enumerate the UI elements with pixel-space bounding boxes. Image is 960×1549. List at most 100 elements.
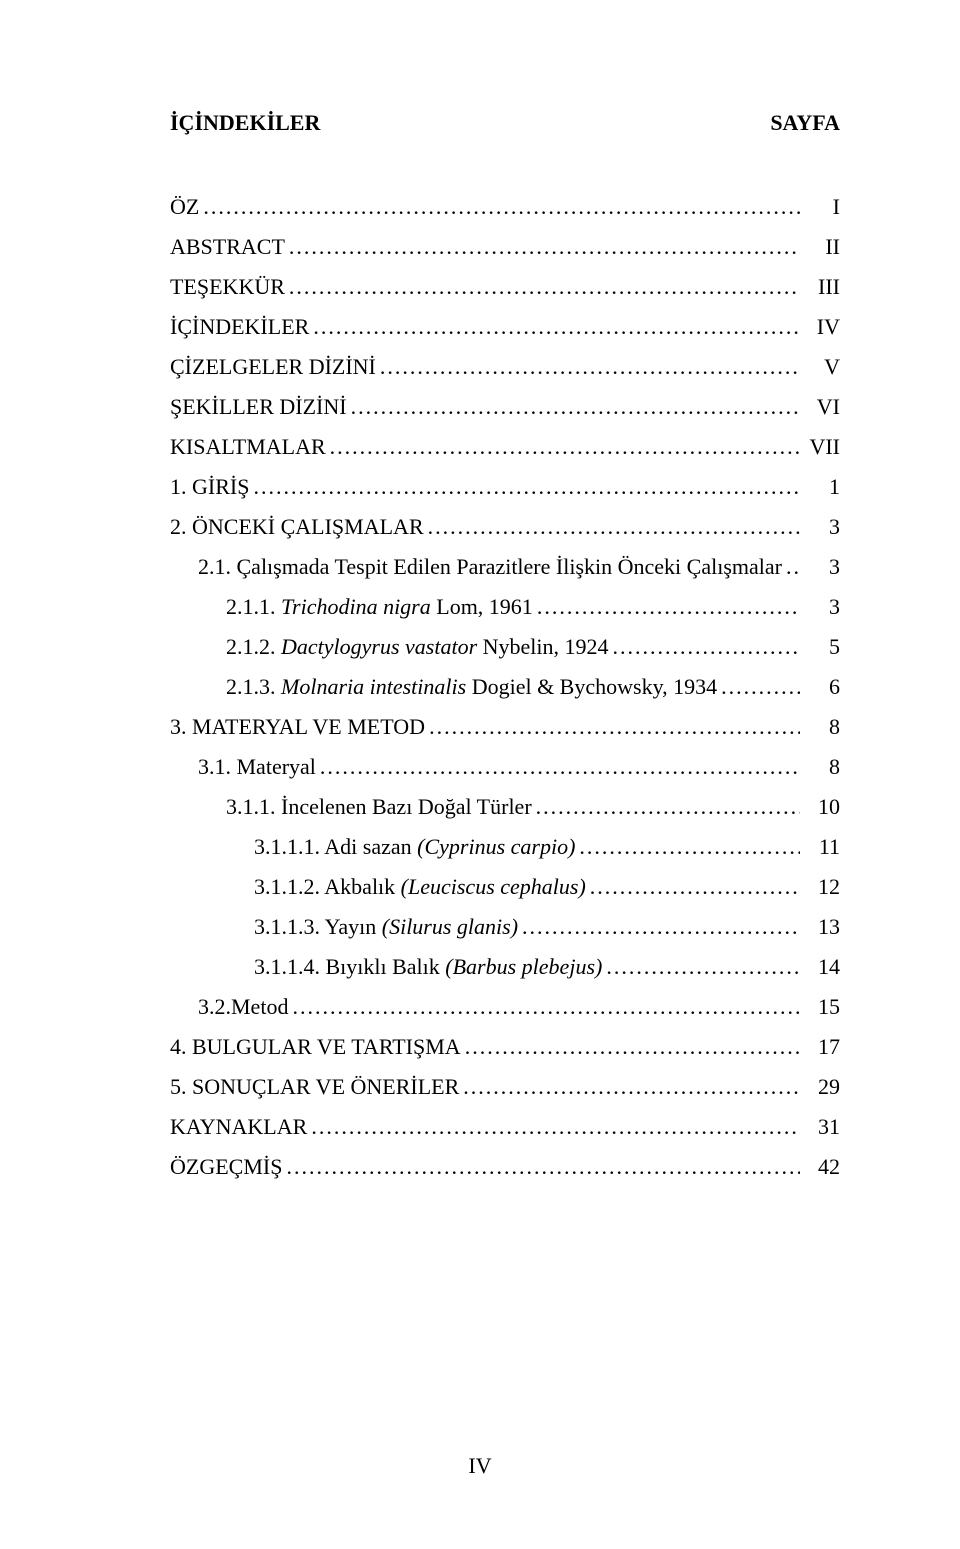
toc-dot-leader: ........................................… <box>309 316 800 338</box>
toc-entry-label: KISALTMALAR <box>170 436 326 458</box>
toc-entry-page: 31 <box>800 1116 840 1138</box>
toc-entry-label-pre: 1. GİRİŞ <box>170 474 249 499</box>
toc-entry-label-pre: ÖZ <box>170 194 199 219</box>
toc-entry-label-pre: TEŞEKKÜR <box>170 274 285 299</box>
toc-list: ÖZ......................................… <box>170 196 840 1178</box>
toc-entry-page: 15 <box>800 996 840 1018</box>
toc-entry-page: 5 <box>800 636 840 658</box>
toc-entry-label: 3. MATERYAL VE METOD <box>170 716 425 738</box>
toc-entry-page: IV <box>800 316 840 338</box>
toc-entry-page: 42 <box>800 1156 840 1178</box>
toc-dot-leader: ........................................… <box>518 916 800 938</box>
toc-entry: KAYNAKLAR...............................… <box>170 1116 840 1138</box>
toc-entry-label-post: Lom, 1961 <box>431 594 533 619</box>
toc-entry-label: 2. ÖNCEKİ ÇALIŞMALAR <box>170 516 424 538</box>
toc-dot-leader: ........................................… <box>285 276 800 298</box>
toc-entry: 3.2.Metod...............................… <box>170 996 840 1018</box>
toc-entry-label-italic: (Silurus glanis) <box>382 914 518 939</box>
toc-entry-page: 6 <box>800 676 840 698</box>
toc-entry-label-pre: 3.1.1.2. Akbalık <box>254 874 401 899</box>
toc-entry-label-italic: Trichodina nigra <box>281 594 431 619</box>
toc-entry-label-italic: Dactylogyrus vastator <box>281 634 477 659</box>
toc-entry: 3.1.1.3. Yayın (Silurus glanis).........… <box>170 916 840 938</box>
toc-dot-leader: ........................................… <box>199 196 800 218</box>
toc-entry: 2.1. Çalışmada Tespit Edilen Parazitlere… <box>170 556 840 578</box>
toc-dot-leader: ........................................… <box>326 436 800 458</box>
toc-entry-label: 2.1.3. Molnaria intestinalis Dogiel & By… <box>226 676 717 698</box>
toc-entry: 3.1.1.1. Adi sazan (Cyprinus carpio)....… <box>170 836 840 858</box>
toc-entry-label: 2.1.2. Dactylogyrus vastator Nybelin, 19… <box>226 636 609 658</box>
toc-entry-page: VI <box>800 396 840 418</box>
toc-entry-label-pre: ABSTRACT <box>170 234 285 259</box>
toc-dot-leader: ........................................… <box>459 1076 800 1098</box>
toc-entry-page: 14 <box>800 956 840 978</box>
toc-entry-label: ÖZ <box>170 196 199 218</box>
toc-entry: 5. SONUÇLAR VE ÖNERİLER.................… <box>170 1076 840 1098</box>
toc-dot-leader: ........................................… <box>249 476 800 498</box>
toc-entry-label-pre: İÇİNDEKİLER <box>170 314 309 339</box>
toc-dot-leader: ........................................… <box>376 356 800 378</box>
toc-dot-leader: ........................................… <box>424 516 800 538</box>
toc-entry-page: V <box>800 356 840 378</box>
toc-entry-label: 3.2.Metod <box>198 996 288 1018</box>
toc-entry-label: TEŞEKKÜR <box>170 276 285 298</box>
toc-entry-label-pre: ÇİZELGELER DİZİNİ <box>170 354 376 379</box>
toc-entry-label-pre: 2. ÖNCEKİ ÇALIŞMALAR <box>170 514 424 539</box>
toc-entry-label-italic: (Leuciscus cephalus) <box>401 874 586 899</box>
toc-entry: ÇİZELGELER DİZİNİ.......................… <box>170 356 840 378</box>
toc-entry-label-post: Nybelin, 1924 <box>477 634 608 659</box>
toc-entry-label-pre: KISALTMALAR <box>170 434 326 459</box>
toc-entry-label: 2.1.1. Trichodina nigra Lom, 1961 <box>226 596 533 618</box>
toc-dot-leader: ........................................… <box>586 876 800 898</box>
toc-dot-leader: ........................................… <box>282 1156 800 1178</box>
toc-entry-label-pre: 5. SONUÇLAR VE ÖNERİLER <box>170 1074 459 1099</box>
toc-entry: KISALTMALAR.............................… <box>170 436 840 458</box>
toc-entry-label-post: Dogiel & Bychowsky, 1934 <box>466 674 717 699</box>
toc-header-left: İÇİNDEKİLER <box>170 110 320 136</box>
toc-entry-label-pre: ÖZGEÇMİŞ <box>170 1154 282 1179</box>
toc-entry-label: ABSTRACT <box>170 236 285 258</box>
toc-entry-page: III <box>800 276 840 298</box>
toc-entry-label: İÇİNDEKİLER <box>170 316 309 338</box>
toc-entry-label: 5. SONUÇLAR VE ÖNERİLER <box>170 1076 459 1098</box>
toc-dot-leader: ........................................… <box>532 796 800 818</box>
toc-entry-label-pre: ŞEKİLLER DİZİNİ <box>170 394 347 419</box>
toc-entry-page: 10 <box>800 796 840 818</box>
toc-dot-leader: ........................................… <box>717 676 800 698</box>
toc-dot-leader: ........................................… <box>533 596 800 618</box>
toc-header-row: İÇİNDEKİLER SAYFA <box>170 110 840 136</box>
toc-entry-label-pre: 3.1.1.1. Adi sazan <box>254 834 417 859</box>
toc-dot-leader: ........................................… <box>782 556 800 578</box>
toc-entry-label-pre: 3.1.1.4. Bıyıklı Balık <box>254 954 445 979</box>
toc-dot-leader: ........................................… <box>575 836 800 858</box>
toc-entry-label-italic: Molnaria intestinalis <box>281 674 466 699</box>
toc-entry-label: 4. BULGULAR VE TARTIŞMA <box>170 1036 461 1058</box>
toc-entry-label: 3.1.1.2. Akbalık (Leuciscus cephalus) <box>254 876 586 898</box>
toc-entry-page: 8 <box>800 756 840 778</box>
toc-entry: 2.1.1. Trichodina nigra Lom, 1961.......… <box>170 596 840 618</box>
toc-entry: ŞEKİLLER DİZİNİ.........................… <box>170 396 840 418</box>
toc-entry-page: II <box>800 236 840 258</box>
toc-entry-page: 13 <box>800 916 840 938</box>
toc-entry-page: 3 <box>800 556 840 578</box>
toc-header-right: SAYFA <box>770 110 840 136</box>
toc-entry: 2.1.3. Molnaria intestinalis Dogiel & By… <box>170 676 840 698</box>
toc-dot-leader: ........................................… <box>347 396 800 418</box>
toc-dot-leader: ........................................… <box>288 996 800 1018</box>
toc-entry: 2. ÖNCEKİ ÇALIŞMALAR....................… <box>170 516 840 538</box>
toc-entry-label-pre: 3.1.1. İncelenen Bazı Doğal Türler <box>226 794 532 819</box>
toc-dot-leader: ........................................… <box>316 756 800 778</box>
footer-page-number: IV <box>0 1453 960 1479</box>
toc-entry-page: I <box>800 196 840 218</box>
toc-entry-label-pre: 3.1. Materyal <box>198 754 316 779</box>
toc-entry-label: KAYNAKLAR <box>170 1116 307 1138</box>
toc-entry-label-pre: 2.1. Çalışmada Tespit Edilen Parazitlere… <box>198 554 782 579</box>
toc-dot-leader: ........................................… <box>307 1116 800 1138</box>
toc-dot-leader: ........................................… <box>602 956 800 978</box>
toc-entry-label-italic: (Cyprinus carpio) <box>417 834 575 859</box>
toc-entry-label: 1. GİRİŞ <box>170 476 249 498</box>
toc-entry-page: 11 <box>800 836 840 858</box>
toc-entry-page: 1 <box>800 476 840 498</box>
toc-entry-page: 29 <box>800 1076 840 1098</box>
toc-entry-label: ŞEKİLLER DİZİNİ <box>170 396 347 418</box>
